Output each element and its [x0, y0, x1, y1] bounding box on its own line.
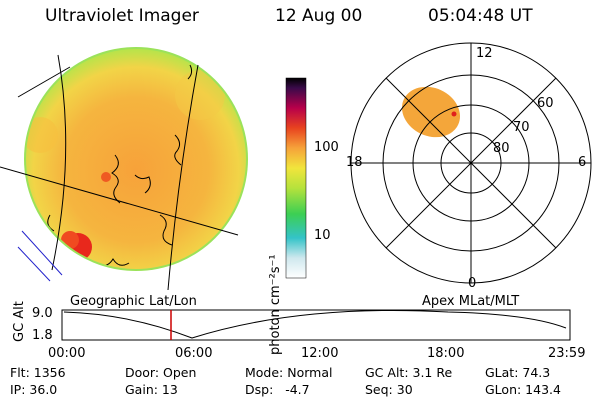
alt-ytick-low: 1.8	[32, 328, 53, 343]
auroral-oval	[401, 86, 461, 138]
alt-xtick-3: 18:00	[427, 346, 465, 361]
apex-label: Apex MLat/MLT	[422, 294, 520, 309]
alt-xtick-1: 06:00	[175, 346, 213, 361]
info-seq: Seq: 30	[365, 382, 413, 397]
polar-plot	[350, 42, 592, 284]
info-gain: Gain: 13	[125, 382, 178, 397]
alt-xtick-2: 12:00	[301, 346, 339, 361]
mlt-label-18: 18	[346, 155, 363, 170]
info-mode: Mode: Normal	[245, 365, 333, 380]
alt-ytick-high: 9.0	[32, 306, 53, 321]
lat-label-60: 60	[537, 96, 554, 111]
time-label: 05:04:48 UT	[428, 6, 533, 26]
info-dsp: Dsp: -4.7	[245, 382, 310, 397]
alt-ylabel: GC Alt	[12, 301, 27, 342]
date-label: 12 Aug 00	[275, 6, 363, 26]
lat-label-80: 80	[493, 141, 510, 156]
alt-xtick-4: 23:59	[548, 346, 586, 361]
color-bar	[285, 77, 307, 279]
altitude-plot	[61, 309, 571, 341]
info-door: Door: Open	[125, 365, 197, 380]
alt-xtick-0: 00:00	[48, 346, 86, 361]
altitude-curve	[63, 309, 567, 339]
colorbar-tick-10: 10	[314, 228, 331, 243]
earth-disk-image	[0, 47, 248, 290]
info-flt: Flt: 1356	[10, 365, 66, 380]
mlt-label-12: 12	[476, 46, 493, 61]
mlt-label-6: 6	[578, 155, 587, 170]
geographic-label: Geographic Lat/Lon	[70, 294, 197, 309]
colorbar-tick-100: 100	[314, 140, 339, 155]
info-gcalt: GC Alt: 3.1 Re	[365, 365, 453, 380]
info-ip: IP: 36.0	[10, 382, 58, 397]
instrument-title: Ultraviolet Imager	[45, 6, 199, 26]
info-glat: GLat: 74.3	[485, 365, 551, 380]
info-glon: GLon: 143.4	[485, 382, 561, 397]
lat-label-70: 70	[513, 120, 530, 135]
mlt-label-0: 0	[468, 276, 477, 291]
